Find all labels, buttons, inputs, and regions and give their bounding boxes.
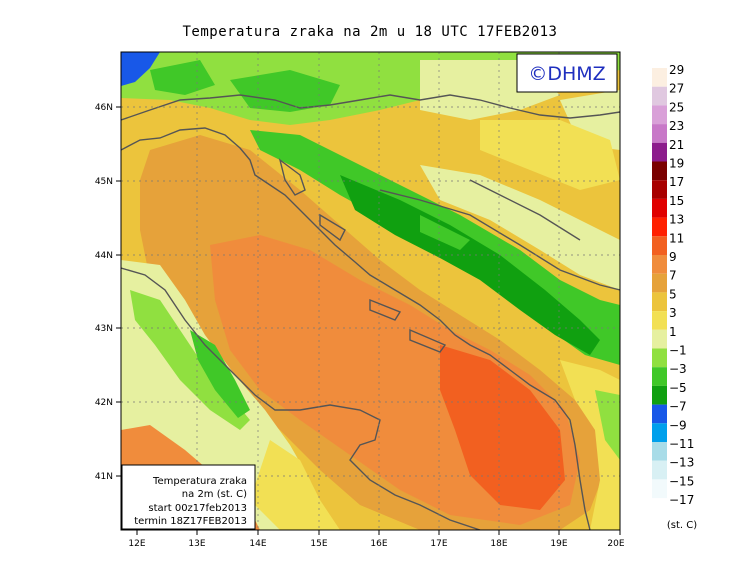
legend-swatch — [652, 367, 667, 386]
legend-label: −17 — [669, 493, 694, 507]
legend-swatch — [652, 217, 667, 237]
legend-label: 15 — [669, 194, 684, 208]
legend-swatch — [652, 161, 667, 181]
graticule — [121, 52, 620, 530]
legend-swatch — [652, 460, 667, 480]
legend-swatch — [652, 292, 667, 312]
map-title: Temperatura zraka na 2m u 18 UTC 17FEB20… — [182, 24, 558, 40]
legend-label: −1 — [669, 344, 687, 358]
legend-label: 1 — [669, 325, 677, 339]
legend-label: −11 — [669, 437, 694, 451]
info-box — [121, 464, 256, 530]
legend-label: 5 — [669, 287, 677, 301]
longitude-labels: 12E 13E 14E 15E 16E 17E 18E 19E 20E — [128, 539, 624, 549]
legend-swatch — [652, 385, 667, 405]
lon-label: 20E — [607, 539, 624, 549]
coastlines — [121, 94, 620, 530]
legend-label: −5 — [669, 381, 687, 395]
legend-label: 25 — [669, 100, 684, 114]
lon-label: 12E — [128, 539, 145, 549]
legend-swatch — [652, 311, 667, 330]
legend-swatch — [652, 255, 667, 274]
legend-swatch — [652, 198, 667, 218]
legend-label: 9 — [669, 250, 677, 264]
legend-swatch — [652, 124, 667, 143]
legend-label: 23 — [669, 119, 684, 133]
lat-label: 46N — [95, 103, 113, 113]
legend-label: 19 — [669, 157, 684, 171]
legend-label: 29 — [669, 63, 684, 77]
info-line-1: Temperatura zraka — [152, 476, 247, 487]
legend-label: 11 — [669, 231, 684, 245]
legend-label: 27 — [669, 82, 684, 96]
legend-swatch — [652, 236, 667, 255]
dhmz-logo: ©DHMZ — [528, 63, 605, 85]
legend-swatch — [652, 423, 667, 442]
legend-label: 17 — [669, 175, 684, 189]
legend-units: (st. C) — [667, 520, 697, 531]
legend-swatch — [652, 404, 667, 424]
legend-swatch — [652, 180, 667, 199]
info-line-4: termin 18Z17FEB2013 — [134, 516, 247, 527]
lon-label: 17E — [430, 539, 447, 549]
lon-label: 16E — [370, 539, 387, 549]
info-line-2: na 2m (st. C) — [182, 489, 247, 500]
lat-label: 44N — [95, 251, 113, 261]
lon-label: 13E — [188, 539, 205, 549]
legend-labels: 29 27 25 23 21 19 17 15 13 11 9 7 5 3 1 −1 −3 −5 −7 −9 −11 −1… — [669, 63, 694, 507]
legend-label: 7 — [669, 269, 677, 283]
legend-swatch — [652, 329, 667, 349]
temperature-field — [121, 52, 620, 530]
legend-label: 13 — [669, 213, 684, 227]
legend-swatch — [652, 105, 667, 125]
legend-swatch — [652, 442, 667, 461]
info-line-3: start 00z17feb2013 — [148, 503, 247, 514]
axis-ticks — [116, 106, 621, 535]
lon-label: 15E — [310, 539, 327, 549]
lon-label: 19E — [550, 539, 567, 549]
legend-label: −9 — [669, 418, 687, 432]
latitude-labels: 46N 45N 44N 43N 42N 41N — [95, 103, 113, 482]
legend-label: 3 — [669, 306, 677, 320]
legend-colorbar — [652, 68, 667, 499]
legend-label: −3 — [669, 362, 687, 376]
legend-swatch — [652, 273, 667, 293]
legend-swatch — [652, 68, 667, 87]
legend-swatch — [652, 348, 667, 368]
legend-label: 21 — [669, 138, 684, 152]
legend-label: −13 — [669, 456, 694, 470]
lon-label: 18E — [490, 539, 507, 549]
lat-label: 41N — [95, 472, 113, 482]
lat-label: 42N — [95, 398, 113, 408]
legend-swatch — [652, 479, 667, 499]
logo-box — [516, 53, 618, 93]
lat-label: 43N — [95, 324, 113, 334]
legend-swatch — [652, 142, 667, 162]
map-frame — [120, 51, 621, 531]
legend-label: −15 — [669, 474, 694, 488]
legend-label: −7 — [669, 400, 687, 414]
legend-swatch — [652, 86, 667, 106]
lon-label: 14E — [249, 539, 266, 549]
lat-label: 45N — [95, 177, 113, 187]
